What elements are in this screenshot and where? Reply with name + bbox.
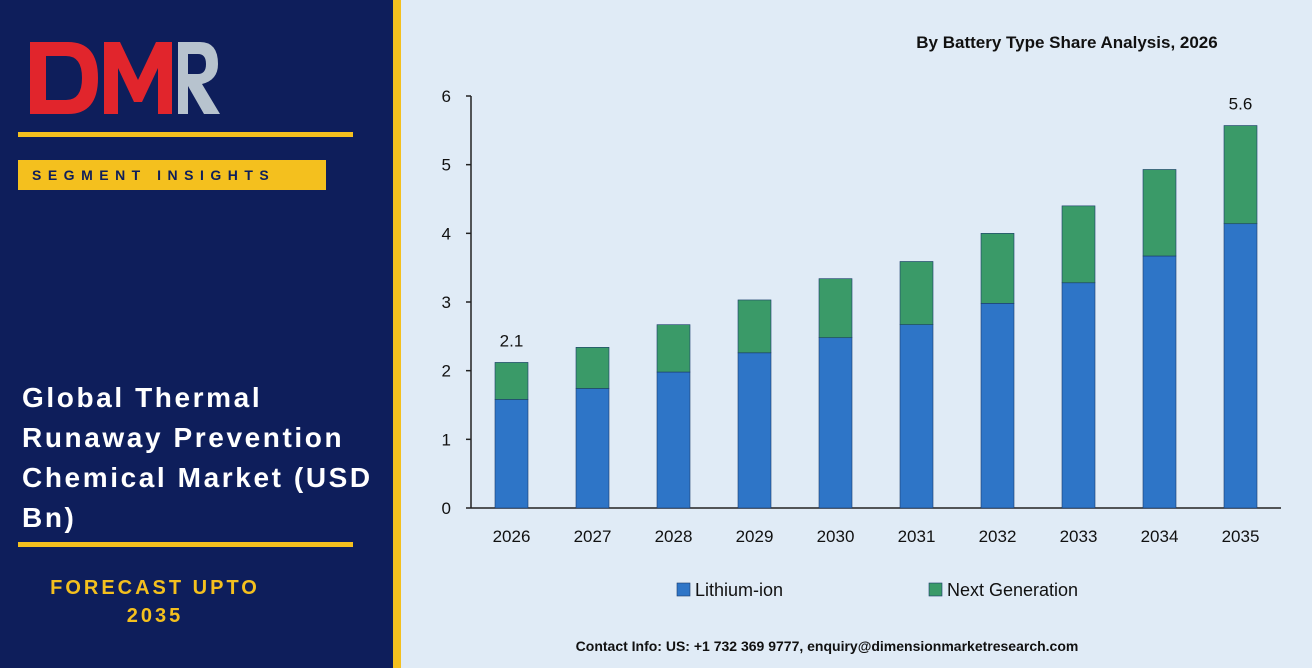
chart-axes: 0 1 2 3 4 5 6 2026 2027 2028 2029 2030 2031 2032 2033 2… — [442, 87, 1281, 546]
accent-divider — [393, 0, 401, 668]
x-tick-label: 2035 — [1222, 527, 1260, 546]
contact-info: Contact Info: US: +1 732 369 9777, enqui… — [575, 638, 1079, 654]
legend-label: Lithium-ion — [695, 580, 783, 600]
bar-next-generation-2030 — [818, 278, 853, 339]
logo-letter-d — [30, 42, 98, 114]
bar-next-generation-2029 — [737, 299, 772, 354]
logo-letter-m — [104, 42, 172, 114]
bar-lithium-ion-2032 — [980, 303, 1015, 509]
y-tick-label: 3 — [442, 293, 451, 312]
legend-label: Next Generation — [947, 580, 1078, 600]
forecast-line2: 2035 — [126, 605, 184, 627]
left-panel: SEGMENT INSIGHTS Global Thermal Runaway … — [0, 0, 393, 668]
bar-lithium-ion-2033 — [1061, 282, 1096, 509]
logo-letter-r — [178, 42, 220, 114]
x-tick-label: 2026 — [493, 527, 531, 546]
dmr-logo — [30, 42, 220, 114]
bar-next-generation-2027 — [575, 347, 610, 389]
bar-next-generation-2034 — [1142, 169, 1177, 257]
data-label: 5.6 — [1229, 95, 1253, 114]
bar-next-generation-2033 — [1061, 205, 1096, 284]
x-tick-label: 2027 — [574, 527, 612, 546]
bar-next-generation-2031 — [899, 261, 934, 325]
chart-labels: 2.1 5.6 — [500, 95, 1253, 351]
y-tick-label: 1 — [442, 430, 451, 449]
data-label: 2.1 — [500, 331, 524, 350]
y-tick-label: 5 — [442, 156, 451, 175]
legend-swatch — [676, 582, 691, 597]
bar-lithium-ion-2030 — [818, 337, 853, 509]
report-title: Global Thermal Runaway Prevention Chemic… — [22, 382, 373, 533]
chart-legend: Lithium-ion Next Generation — [676, 580, 1078, 600]
bar-lithium-ion-2035 — [1223, 223, 1258, 509]
divider-line-top — [18, 132, 353, 137]
y-tick-label: 2 — [442, 362, 451, 381]
x-tick-label: 2034 — [1141, 527, 1179, 546]
x-tick-label: 2029 — [736, 527, 774, 546]
x-tick-label: 2028 — [655, 527, 693, 546]
chart-bars — [494, 125, 1258, 509]
forecast-line1: FORECAST UPTO — [50, 577, 260, 599]
bar-lithium-ion-2028 — [656, 371, 691, 509]
bar-lithium-ion-2027 — [575, 388, 610, 509]
x-tick-label: 2033 — [1060, 527, 1098, 546]
y-tick-label: 0 — [442, 499, 451, 518]
bar-next-generation-2032 — [980, 233, 1015, 304]
bar-lithium-ion-2029 — [737, 352, 772, 509]
x-tick-label: 2032 — [979, 527, 1017, 546]
bar-lithium-ion-2026 — [494, 399, 529, 509]
bar-next-generation-2035 — [1223, 125, 1258, 225]
stacked-bar-chart: By Battery Type Share Analysis, 2026 0 1 2… — [442, 33, 1281, 600]
x-tick-label: 2030 — [817, 527, 855, 546]
y-tick-label: 4 — [442, 224, 451, 243]
x-tick-label: 2031 — [898, 527, 936, 546]
forecast-label: FORECAST UPTO 2035 — [22, 574, 288, 630]
divider-line-bottom — [18, 542, 353, 547]
segment-insights-badge: SEGMENT INSIGHTS — [18, 160, 326, 190]
bar-next-generation-2028 — [656, 324, 691, 373]
legend-swatch — [928, 582, 943, 597]
y-tick-label: 6 — [442, 87, 451, 106]
chart-title: By Battery Type Share Analysis, 2026 — [916, 33, 1217, 52]
bar-lithium-ion-2034 — [1142, 255, 1177, 509]
bar-next-generation-2026 — [494, 362, 529, 400]
bar-lithium-ion-2031 — [899, 324, 934, 509]
